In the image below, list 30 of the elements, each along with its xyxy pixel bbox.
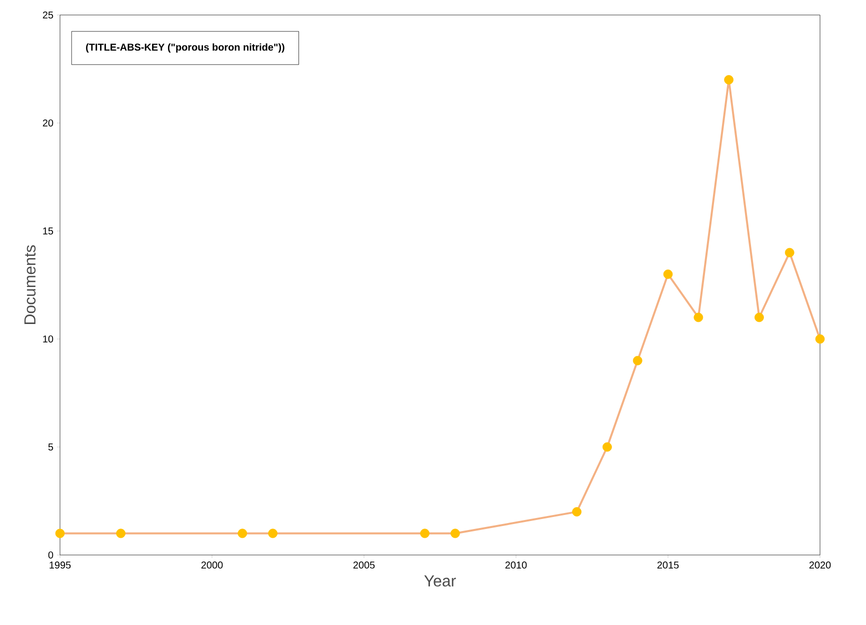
point (602, 442, 612, 452)
x-tick-label: 1995 (50, 562, 71, 569)
x-axis-title: Year (424, 575, 456, 587)
x-tick-label: 2010 (505, 562, 527, 569)
point (55, 528, 65, 538)
point (694, 312, 704, 322)
y-tick-label: 15 (43, 228, 54, 234)
point (663, 270, 673, 279)
point (784, 248, 794, 258)
point (268, 528, 278, 538)
x-tick-label: 2000 (201, 562, 223, 569)
point (572, 507, 582, 516)
x-tick-label: 2020 (809, 562, 831, 569)
annotation: (TITLE-ABS-KEY ("porous boron nitride")) (86, 43, 284, 53)
point (754, 312, 764, 322)
point (420, 528, 430, 538)
x-tick-label: 2015 (657, 562, 679, 569)
y-tick-label: 25 (42, 11, 54, 19)
x-tick-label: 2005 (353, 562, 375, 569)
y-tick-label: 5 (48, 444, 54, 450)
point (116, 528, 126, 538)
y-tick-label: 20 (42, 119, 54, 127)
y-tick-label: 10 (43, 335, 54, 343)
point (238, 528, 248, 538)
point (450, 528, 460, 538)
point (632, 356, 642, 366)
point (724, 75, 734, 84)
y-tick-label: 0 (48, 551, 54, 559)
y-axis-title: Documents (24, 245, 36, 324)
point (815, 334, 825, 344)
